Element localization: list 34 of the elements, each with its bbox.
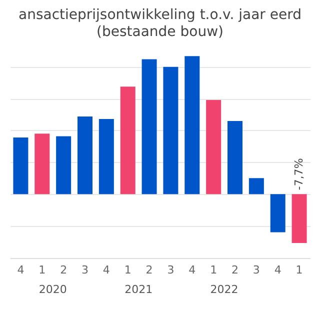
bar [13,137,28,194]
text: 2022 [210,283,238,296]
x-tick-label: 3 [252,264,260,276]
bar [184,56,200,194]
x-tick-label: 2 [232,264,238,276]
x-tick-label: 2 [146,264,153,276]
x-tick-label: 1 [210,264,218,276]
x-tick-label: 4 [102,264,110,276]
x-tick-label: 3 [167,264,174,276]
bar [34,134,50,194]
bar [206,100,222,194]
x-tick-label: 1 [38,264,46,276]
x-tick-label: 1 [296,264,303,276]
bar [56,136,72,194]
x-tick-label: 3 [82,264,88,276]
bar [228,120,242,194]
bar [292,194,307,244]
bar [78,116,92,194]
text: 2021 [124,283,153,296]
x-tick-label: 1 [124,264,132,276]
x-tick-label: 2 [60,264,68,276]
x-tick-label: 4 [188,264,196,276]
text: 2020 [38,283,67,296]
x-tick-label: 4 [274,264,282,276]
chart-subtitle: (bestaande bouw) [96,24,224,40]
bar [120,86,136,194]
data-label: -7,7% [292,158,306,190]
bar [98,119,114,194]
bar [142,59,157,194]
bar [248,178,264,194]
bar [270,194,286,232]
bar [163,66,178,194]
chart-title: ansactieprijsontwikkeling t.o.v. jaar eerd [18,7,302,23]
x-tick-label: 4 [17,264,24,276]
